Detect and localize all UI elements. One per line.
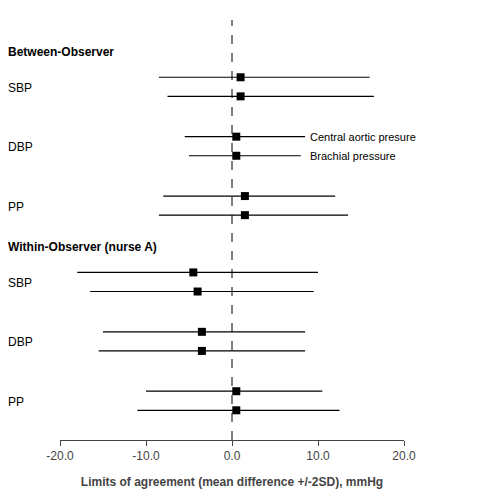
svg-text:Brachial pressure: Brachial pressure [310, 150, 396, 162]
svg-text:0.0: 0.0 [224, 449, 241, 463]
svg-text:Central aortic presure: Central aortic presure [310, 131, 416, 143]
svg-text:PP: PP [8, 200, 24, 214]
svg-text:SBP: SBP [8, 81, 32, 95]
svg-text:-10.0: -10.0 [132, 449, 160, 463]
svg-text:10.0: 10.0 [306, 449, 330, 463]
svg-text:PP: PP [8, 395, 24, 409]
svg-text:DBP: DBP [8, 335, 33, 349]
svg-text:DBP: DBP [8, 140, 33, 154]
svg-text:Between-Observer: Between-Observer [8, 45, 114, 59]
svg-text:20.0: 20.0 [392, 449, 416, 463]
svg-text:Limits of agreement (mean diff: Limits of agreement (mean difference +/-… [81, 475, 383, 489]
svg-text:-20.0: -20.0 [46, 449, 74, 463]
svg-text:SBP: SBP [8, 276, 32, 290]
svg-text:Within-Observer (nurse A): Within-Observer (nurse A) [8, 240, 157, 254]
